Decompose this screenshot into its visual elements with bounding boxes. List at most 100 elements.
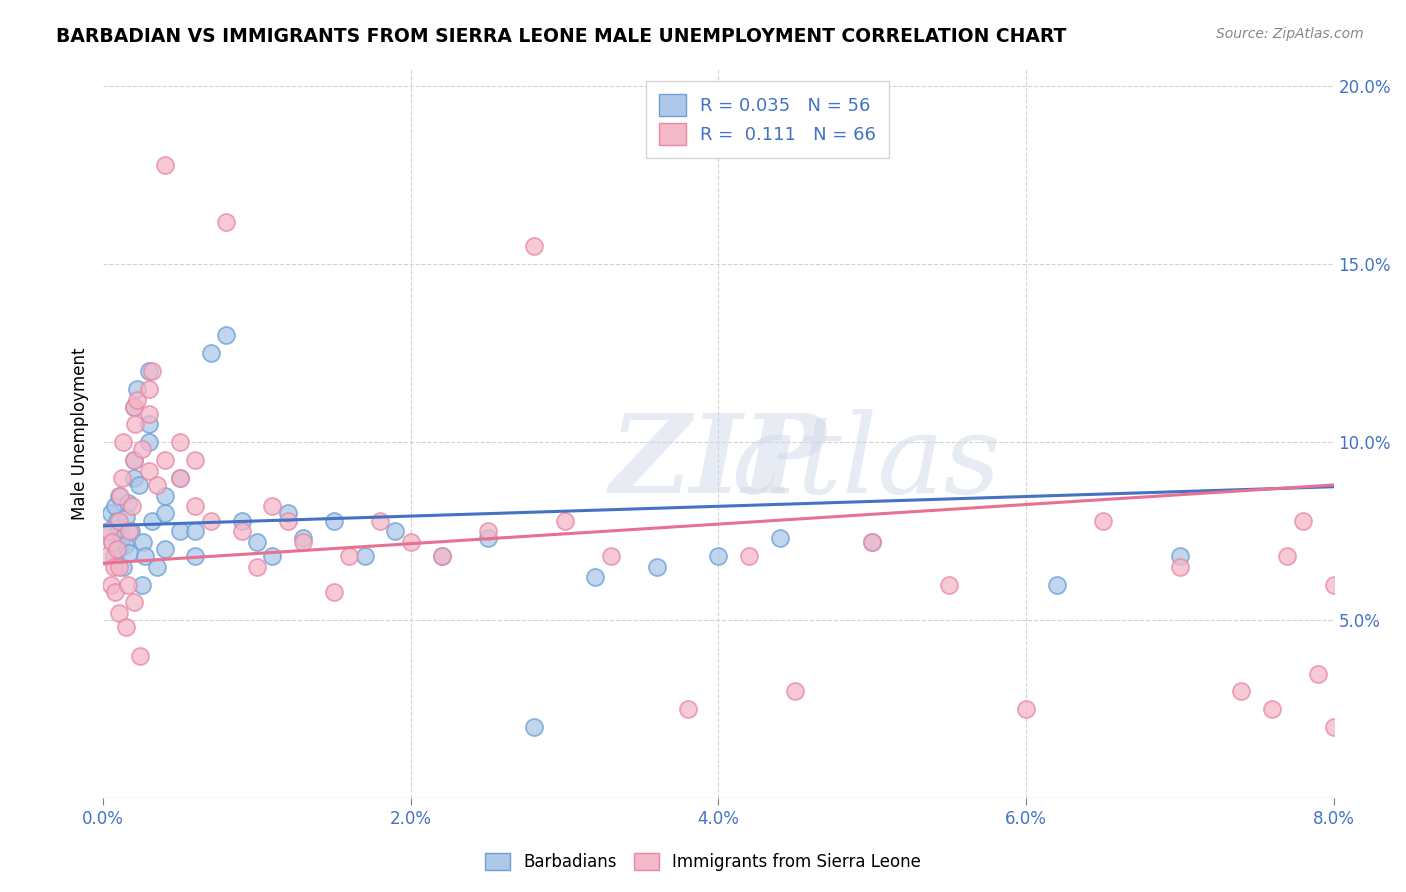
Point	[112, 435, 135, 450]
Point	[523, 239, 546, 253]
Point	[169, 524, 191, 539]
Point	[146, 559, 169, 574]
Point	[200, 514, 222, 528]
Point	[153, 541, 176, 556]
Point	[430, 549, 453, 563]
Point	[337, 549, 360, 563]
Point	[1046, 577, 1069, 591]
Point	[246, 559, 269, 574]
Point	[110, 471, 132, 485]
Point	[477, 524, 499, 539]
Point	[153, 489, 176, 503]
Point	[115, 510, 138, 524]
Point	[860, 534, 883, 549]
Point	[122, 400, 145, 414]
Point	[645, 559, 668, 574]
Point	[114, 538, 136, 552]
Point	[117, 496, 139, 510]
Point	[262, 549, 284, 563]
Point	[129, 648, 152, 663]
Point	[1091, 514, 1114, 528]
Point	[104, 584, 127, 599]
Point	[1015, 702, 1038, 716]
Point	[292, 534, 315, 549]
Point	[277, 514, 299, 528]
Point	[105, 541, 128, 556]
Point	[103, 559, 125, 574]
Point	[125, 382, 148, 396]
Point	[200, 346, 222, 360]
Point	[1277, 549, 1299, 563]
Point	[184, 453, 207, 467]
Point	[215, 214, 238, 228]
Point	[107, 489, 129, 503]
Point	[676, 702, 699, 716]
Point	[215, 328, 238, 343]
Point	[707, 549, 730, 563]
Point	[134, 549, 156, 563]
Point	[132, 534, 155, 549]
Point	[138, 382, 160, 396]
Point	[599, 549, 621, 563]
Point	[107, 559, 129, 574]
Point	[169, 471, 191, 485]
Point	[141, 364, 163, 378]
Point	[97, 524, 120, 539]
Point	[1292, 514, 1315, 528]
Point	[103, 549, 125, 563]
Point	[125, 392, 148, 407]
Point	[1168, 549, 1191, 563]
Point	[104, 500, 127, 514]
Point	[121, 500, 143, 514]
Point	[353, 549, 375, 563]
Point	[107, 541, 129, 556]
Point	[108, 489, 131, 503]
Point	[122, 453, 145, 467]
Point	[118, 545, 141, 559]
Point	[122, 400, 145, 414]
Point	[322, 584, 344, 599]
Point	[101, 534, 124, 549]
Point	[292, 531, 315, 545]
Point	[738, 549, 761, 563]
Point	[100, 577, 122, 591]
Legend: Barbadians, Immigrants from Sierra Leone: Barbadians, Immigrants from Sierra Leone	[477, 845, 929, 880]
Point	[769, 531, 792, 545]
Point	[523, 720, 546, 734]
Point	[785, 684, 807, 698]
Point	[231, 524, 253, 539]
Point	[138, 407, 160, 421]
Point	[153, 507, 176, 521]
Point	[277, 507, 299, 521]
Point	[938, 577, 960, 591]
Point	[131, 577, 153, 591]
Point	[246, 534, 269, 549]
Text: Source: ZipAtlas.com: Source: ZipAtlas.com	[1216, 27, 1364, 41]
Point	[105, 514, 128, 528]
Point	[112, 559, 135, 574]
Point	[399, 534, 422, 549]
Point	[122, 453, 145, 467]
Point	[262, 500, 284, 514]
Point	[98, 524, 121, 539]
Point	[1308, 666, 1330, 681]
Point	[184, 524, 207, 539]
Point	[184, 549, 207, 563]
Point	[368, 514, 391, 528]
Point	[110, 531, 132, 545]
Point	[184, 500, 207, 514]
Point	[384, 524, 406, 539]
Point	[122, 595, 145, 609]
Point	[100, 507, 122, 521]
Point	[583, 570, 606, 584]
Point	[141, 514, 163, 528]
Legend: R = 0.035   N = 56, R =  0.111   N = 66: R = 0.035 N = 56, R = 0.111 N = 66	[647, 81, 889, 158]
Point	[124, 417, 146, 432]
Point	[1323, 577, 1346, 591]
Point	[153, 453, 176, 467]
Point	[146, 478, 169, 492]
Point	[1261, 702, 1284, 716]
Point	[138, 464, 160, 478]
Point	[107, 606, 129, 620]
Point	[1323, 720, 1346, 734]
